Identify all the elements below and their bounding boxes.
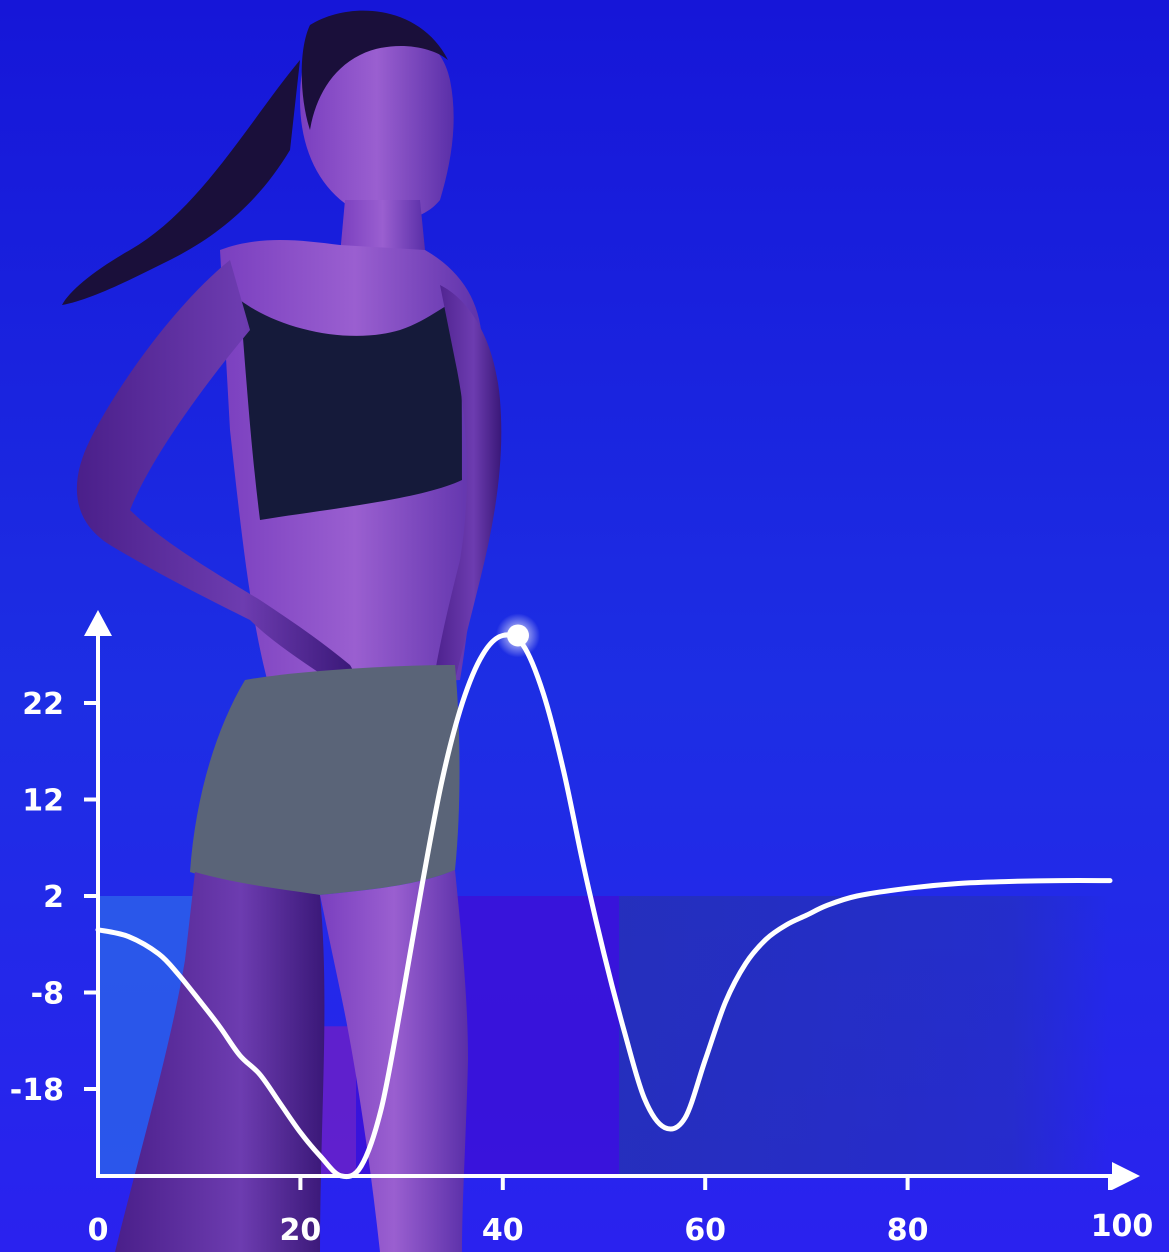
- left-arm: [76, 260, 354, 685]
- x-axis-arrow-icon: [1112, 1162, 1140, 1190]
- y-tick-label: -8: [31, 977, 64, 1012]
- x-tick-label: 60: [684, 1213, 726, 1248]
- peak-point-marker: [506, 624, 529, 647]
- axis-ticks: 22 12 2 -8 -18 0 20 40 60 80 100: [10, 687, 1154, 1248]
- axes: [84, 610, 1140, 1190]
- y-axis-arrow-icon: [84, 610, 112, 636]
- hair: [301, 10, 448, 130]
- x-tick-label: 40: [482, 1213, 524, 1248]
- athlete-woman-photo: [62, 10, 502, 1252]
- y-tick-label: 22: [22, 687, 64, 722]
- shorts: [190, 665, 460, 895]
- background-band: [619, 896, 1110, 1176]
- neck: [340, 200, 425, 255]
- x-tick-label: 0: [88, 1213, 109, 1248]
- right-leg: [320, 870, 468, 1252]
- y-tick-label: -18: [10, 1073, 64, 1108]
- x-tick-label: 80: [887, 1213, 929, 1248]
- sports-top: [240, 300, 462, 520]
- left-leg: [115, 872, 325, 1252]
- braid: [62, 60, 300, 305]
- y-tick-label: 2: [43, 880, 64, 915]
- x-tick-label: 100: [1091, 1209, 1154, 1244]
- y-tick-label: 12: [22, 784, 64, 819]
- right-arm: [431, 285, 502, 702]
- x-tick-label: 20: [280, 1213, 322, 1248]
- series-line: [95, 632, 1113, 1180]
